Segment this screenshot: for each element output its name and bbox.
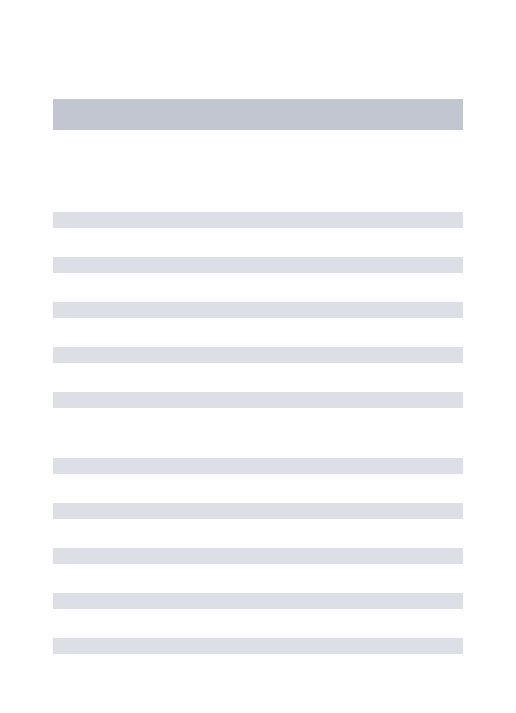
text-placeholder-line: [53, 302, 463, 318]
text-placeholder-line: [53, 638, 463, 654]
text-placeholder-line: [53, 503, 463, 519]
text-placeholder-line: [53, 347, 463, 363]
text-placeholder-line: [53, 593, 463, 609]
text-placeholder-line: [53, 458, 463, 474]
text-placeholder-line: [53, 392, 463, 408]
skeleton-container: [0, 0, 516, 654]
text-placeholder-line: [53, 548, 463, 564]
title-placeholder-bar: [53, 99, 463, 130]
text-placeholder-line: [53, 257, 463, 273]
text-placeholder-line: [53, 212, 463, 228]
paragraph-gap: [53, 437, 463, 458]
